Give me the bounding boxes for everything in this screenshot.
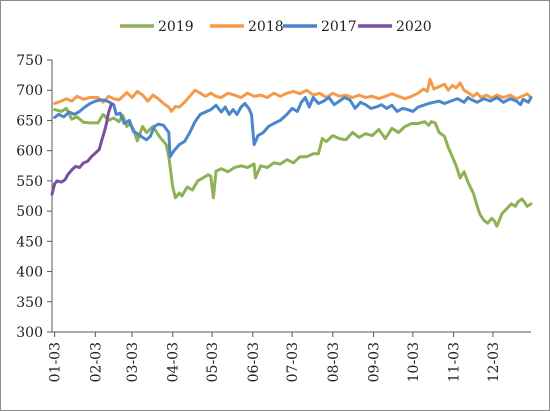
series-line-2017 bbox=[53, 96, 533, 159]
series-line-2019 bbox=[53, 106, 533, 228]
y-tick-label: 700 bbox=[16, 83, 43, 99]
legend-label-2017: 2017 bbox=[321, 19, 357, 35]
x-tick-label: 07-03 bbox=[285, 342, 301, 382]
series-line-2020 bbox=[50, 103, 113, 196]
legend-label-2020: 2020 bbox=[396, 19, 432, 35]
plot-lines bbox=[50, 77, 533, 228]
x-tick-label: 08-03 bbox=[326, 342, 342, 382]
y-tick-label: 550 bbox=[16, 174, 43, 190]
x-tick-label: 05-03 bbox=[205, 342, 221, 382]
x-tick-label: 12-03 bbox=[486, 342, 502, 382]
legend-label-2018: 2018 bbox=[248, 19, 284, 35]
y-axis: 300 350 400 450 500 550 600 650 700 750 bbox=[16, 53, 53, 341]
x-tick-label: 01-03 bbox=[48, 342, 64, 382]
legend-label-2019: 2019 bbox=[158, 19, 194, 35]
x-tick-label: 11-03 bbox=[447, 342, 463, 382]
y-tick-label: 750 bbox=[16, 53, 43, 69]
x-tick-label: 03-03 bbox=[125, 342, 141, 382]
x-axis: 01-03 02-03 03-03 04-03 05-03 06-03 07-03 08-03… bbox=[48, 331, 531, 382]
y-tick-label: 500 bbox=[16, 204, 43, 220]
y-tick-label: 300 bbox=[16, 325, 43, 341]
x-tick-label: 02-03 bbox=[88, 342, 104, 382]
y-tick-label: 600 bbox=[16, 144, 43, 160]
y-tick-label: 650 bbox=[16, 113, 43, 129]
x-tick-label: 06-03 bbox=[246, 342, 262, 382]
x-tick-label: 09-03 bbox=[367, 342, 383, 382]
y-tick-label: 350 bbox=[16, 295, 43, 311]
y-tick-label: 450 bbox=[16, 234, 43, 250]
legend: 2019 2018 2017 2020 bbox=[120, 19, 432, 35]
y-tick-label: 400 bbox=[16, 265, 43, 281]
x-tick-label: 04-03 bbox=[166, 342, 182, 382]
series-line-2018 bbox=[53, 77, 533, 113]
x-tick-label: 10-03 bbox=[406, 342, 422, 382]
